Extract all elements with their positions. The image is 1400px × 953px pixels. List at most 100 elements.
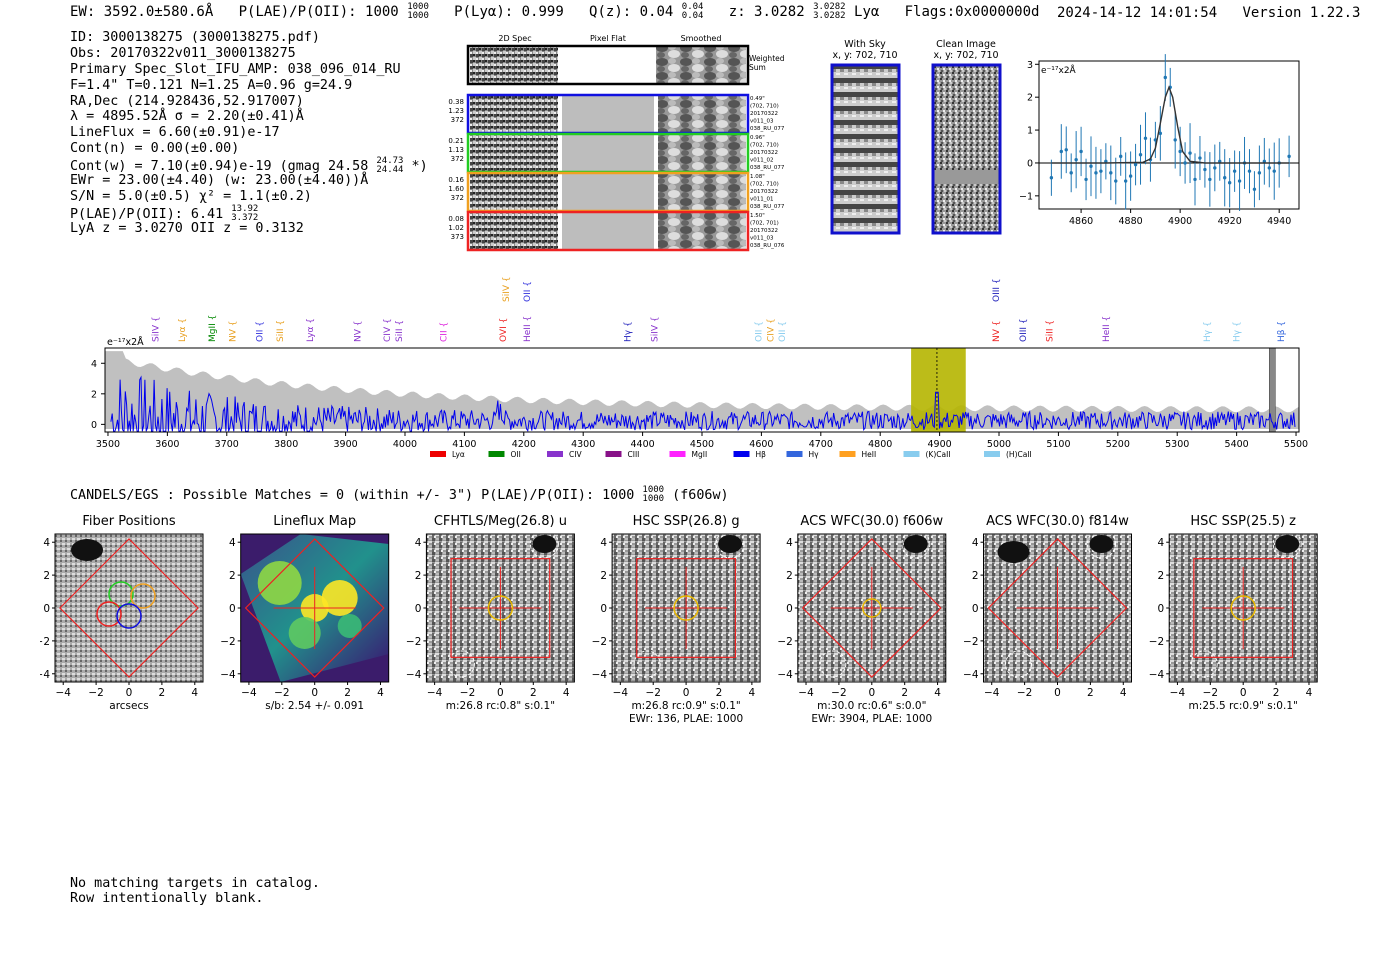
- panel-ytick-label: 4: [786, 537, 793, 549]
- panel-xtick-label: −4: [55, 687, 71, 699]
- cutout-2dspec: [470, 135, 558, 171]
- info-lineflux: LineFlux = 6.60(±0.91)e-17: [70, 125, 280, 141]
- svg-text:OIII {: OIII {: [1019, 318, 1029, 342]
- panel-caption: m:30.0 rc:0.6" s:0.0": [817, 700, 926, 712]
- catalog-circle: [819, 650, 847, 678]
- fit-ytick-label: 1: [1027, 126, 1033, 137]
- fit-ytick-label: 2: [1027, 93, 1033, 104]
- cutout-panel: 2D Spec Pixel Flat Smoothed Weighted Sum…: [448, 34, 785, 252]
- fit-data-point: [1262, 159, 1267, 164]
- footer-line-2: Row intentionally blank.: [70, 891, 264, 906]
- spectrum-xtick-label: 5100: [1046, 439, 1070, 450]
- spectrum-xtick-label: 4000: [393, 439, 417, 450]
- fit-data-point: [1232, 169, 1237, 173]
- sky-panels: With Sky x, y: 702, 710 Clean Image x, y…: [830, 39, 1002, 235]
- panel-ytick-label: 2: [786, 570, 793, 582]
- spectrum-line-label: SiIV {: [650, 316, 660, 342]
- spectrum-xtick-label: 4700: [809, 439, 833, 450]
- svg-text:MgII {: MgII {: [208, 315, 218, 342]
- svg-text:MgII: MgII: [692, 450, 708, 459]
- svg-text:NV {: NV {: [353, 321, 363, 342]
- fit-data-point: [1178, 149, 1182, 154]
- spectrum-xtick-label: 3900: [333, 439, 357, 450]
- panel-ytick-label: 4: [600, 537, 607, 549]
- info-lyaz: LyA z = 3.0270 OII z = 0.3132: [70, 220, 304, 236]
- weighted-sum-row: Weighted Sum: [466, 44, 785, 86]
- panel-xtick-label: −4: [241, 687, 257, 699]
- svg-text:SiII {: SiII {: [276, 320, 286, 342]
- panel-xtick-label: −2: [831, 687, 846, 699]
- z-range: 3.0282 3.0282: [813, 2, 846, 21]
- panel-ytick-label: 2: [43, 570, 50, 582]
- cutout-row-value: 1.60: [448, 185, 464, 193]
- spectrum-legend-entry: HeII: [839, 450, 877, 459]
- catalog-circle: [447, 650, 475, 678]
- cutout-row-meta: 1.08": [750, 174, 765, 180]
- spectrum-line-label: NV {: [992, 321, 1002, 342]
- fit-xtick-label: 4940: [1267, 216, 1291, 227]
- panel-ytick-label: 0: [415, 603, 422, 615]
- fit-xtick-label: 4900: [1168, 216, 1192, 227]
- svg-text:OIII {: OIII {: [992, 278, 1002, 302]
- svg-text:NV {: NV {: [992, 321, 1002, 342]
- lineflux-blob: [321, 580, 358, 616]
- panel-ytick-label: −2: [220, 636, 235, 648]
- cutout-row-meta: v011_01: [750, 197, 774, 203]
- with-sky-title: With Sky: [844, 39, 886, 50]
- cutout-row-meta: 1.50": [750, 213, 765, 219]
- fit-data-point: [1173, 138, 1177, 142]
- panel-ytick-label: −2: [592, 636, 607, 648]
- cutout-row-meta: 038_RU_077: [750, 204, 785, 210]
- line-name: Lyα: [854, 4, 880, 20]
- spectrum-xtick-label: 4800: [868, 439, 892, 450]
- panel-ytick-label: −2: [40, 636, 50, 648]
- aperture-outline: [636, 558, 737, 658]
- spectrum-line-label: CIV {: [766, 318, 776, 342]
- panel-xtick-label: 2: [1273, 687, 1280, 699]
- cutout-row-meta: (702, 710): [750, 104, 779, 110]
- catalog-circle: [1272, 529, 1302, 559]
- clean-image-coords: x, y: 702, 710: [933, 50, 998, 61]
- spectrum-xtick-label: 4200: [512, 439, 536, 450]
- cutout-row-value: 1.13: [448, 146, 464, 154]
- svg-text:HeII: HeII: [862, 450, 877, 459]
- spectrum-xtick-label: 5500: [1284, 439, 1308, 450]
- imaging-panel: ACS WFC(30.0) f814w −4 −2 0 2 4 4 2 0 −2 −4: [963, 514, 1132, 699]
- fit-axes-frame: [1038, 60, 1300, 210]
- panel-ytick-label: −2: [777, 636, 792, 648]
- lineflux-blob: [257, 561, 302, 605]
- panel-xtick-label: 4: [749, 687, 756, 699]
- panel-xtick-label: 4: [377, 687, 384, 699]
- fit-data-point: [1128, 174, 1133, 178]
- panel-caption-2: EWr: 3904, PLAE: 1000: [811, 713, 932, 725]
- svg-text:Hβ {: Hβ {: [1277, 321, 1287, 342]
- ew-value: EW: 3592.0±580.6Å: [70, 4, 214, 20]
- svg-text:Hγ {: Hγ {: [624, 321, 634, 342]
- spectrum-xtick-label: 3500: [96, 439, 120, 450]
- svg-text:OII {: OII {: [778, 321, 788, 342]
- panel-ytick-label: 0: [43, 603, 50, 615]
- svg-text:Lyα {: Lyα {: [306, 318, 316, 342]
- spectrum-xtick-label: 5300: [1165, 439, 1189, 450]
- spectrum-line-label: Hβ {: [1277, 321, 1287, 342]
- info-lambda: λ = 4895.52Å σ = 2.20(±0.41)Å: [70, 109, 304, 125]
- svg-text:Hγ {: Hγ {: [1203, 321, 1213, 342]
- aperture-outline: [1193, 558, 1294, 658]
- panel-xtick-label: −2: [1017, 687, 1032, 699]
- fit-data-point: [1109, 171, 1113, 175]
- cutout-2dspec: [470, 96, 558, 132]
- spectrum-xtick-label: 5400: [1225, 439, 1249, 450]
- panel-ytick-label: −2: [406, 636, 421, 648]
- bright-source: [1089, 535, 1114, 553]
- spectrum-line-label: SiIV {: [151, 316, 161, 342]
- aperture-outline: [59, 538, 199, 678]
- fiber-circle: [130, 583, 156, 609]
- spectrum-line-label: Hγ {: [1203, 321, 1213, 342]
- spectrum-legend-entry: OII: [488, 450, 521, 459]
- spectrum-line-label: HeII {: [523, 316, 533, 342]
- cutout-row-meta: 20170322: [750, 150, 778, 156]
- svg-text:SiIV {: SiIV {: [650, 316, 660, 342]
